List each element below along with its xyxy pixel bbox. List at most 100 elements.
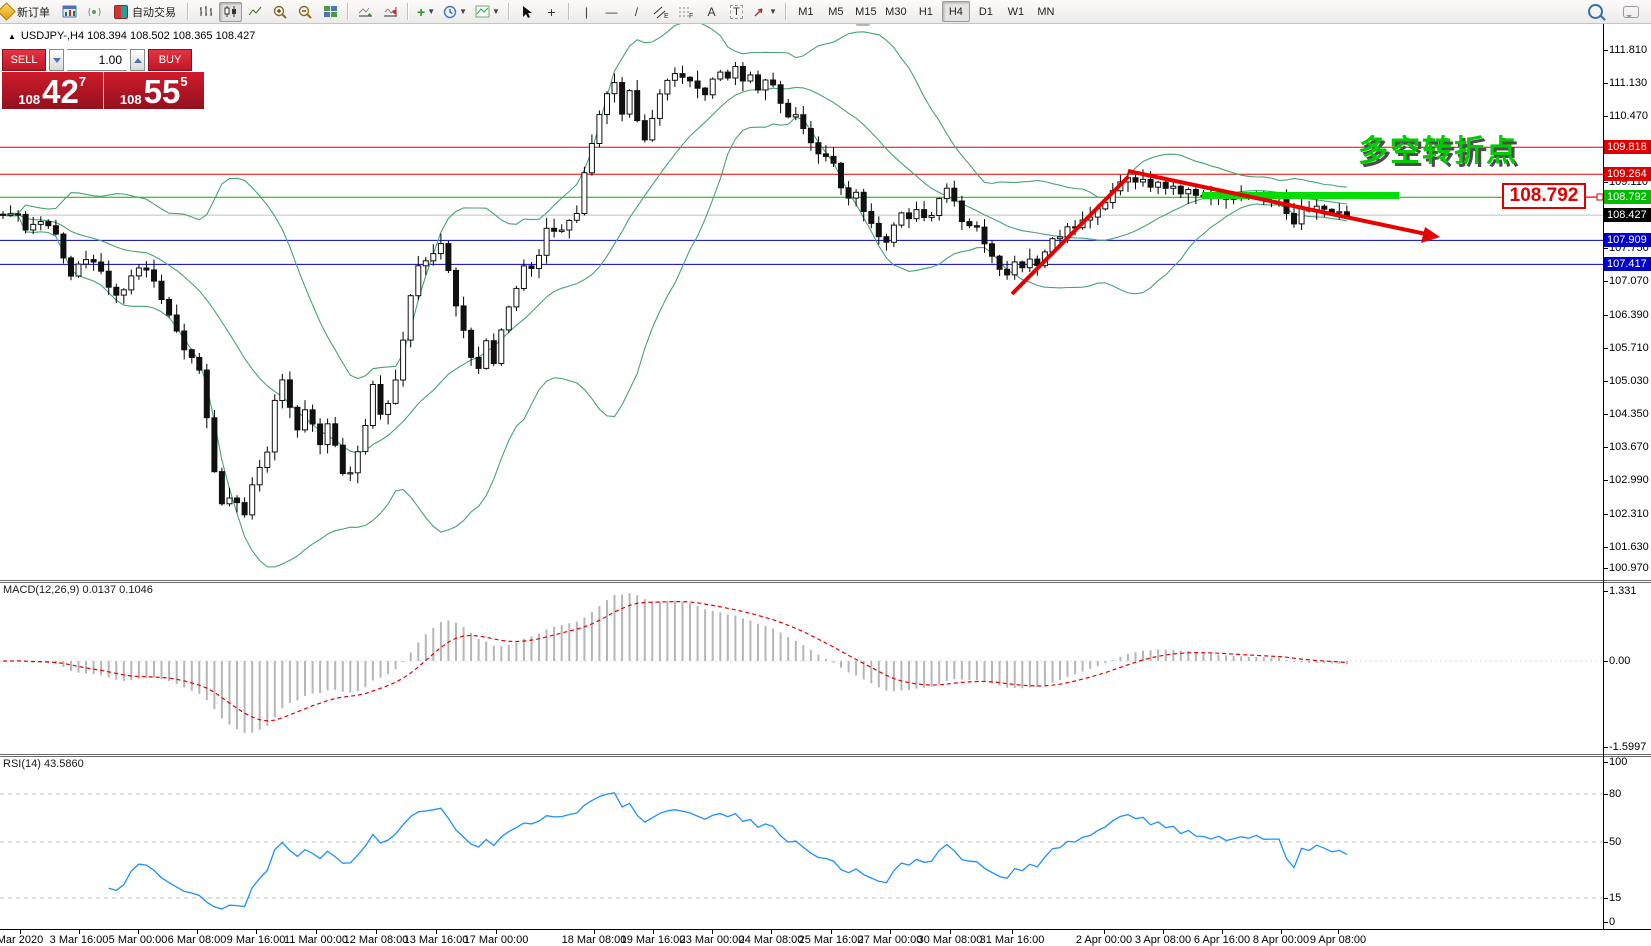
bollinger-middle-band[interactable] — [2, 86, 1347, 454]
horizontal-line-tool-button[interactable]: — — [600, 2, 623, 22]
time-tick-label: Mar 2020 — [0, 934, 44, 946]
turning-point-annotation[interactable]: 多空转折点 — [1358, 135, 1518, 168]
one-click-trading-panel: SELL BUY 108 42 7 108 55 5 — [2, 49, 204, 109]
auto-trading-button[interactable]: 自动交易 — [108, 2, 182, 22]
triangle-down-icon — [52, 57, 61, 63]
highlight-bar[interactable] — [1202, 192, 1399, 199]
templates-button[interactable]: ▼ — [472, 2, 503, 22]
volume-down-button[interactable] — [49, 49, 64, 71]
signals-button[interactable] — [83, 2, 106, 22]
time-tick-mark — [831, 930, 832, 934]
volume-input[interactable] — [67, 49, 127, 71]
axis-tick-mark — [1603, 83, 1608, 84]
timeframe-m5[interactable]: M5 — [828, 5, 844, 18]
fibonacci-tool-button[interactable]: F — [675, 2, 698, 22]
time-tick-mark — [890, 930, 891, 934]
price-tick-label: 106.390 — [1609, 309, 1649, 321]
trendline-tool-button[interactable]: / — [625, 2, 648, 22]
price-tick-label: 111.130 — [1609, 77, 1648, 89]
buy-price[interactable]: 108 55 5 — [102, 72, 205, 109]
time-tick-mark — [1281, 930, 1282, 934]
symbol-collapse-icon[interactable]: ▲ — [8, 31, 16, 41]
rsi-line — [108, 792, 1348, 910]
new-order-button[interactable]: 新订单 — [0, 2, 56, 22]
crosshair-tool-button[interactable]: + — [540, 2, 563, 22]
trend-down-line[interactable] — [1127, 169, 1427, 236]
time-tick-mark — [771, 930, 772, 934]
community-chat-button[interactable] — [1619, 2, 1642, 22]
timeframe-m30[interactable]: M30 — [885, 5, 907, 18]
time-tick-mark — [950, 930, 951, 934]
price-badge: 109.818 — [1604, 140, 1651, 154]
axis-tick-mark — [1603, 447, 1608, 448]
rsi-tick-label: 80 — [1609, 788, 1622, 800]
channel-tool-button[interactable]: E — [650, 2, 673, 22]
tile-windows-button[interactable] — [319, 2, 342, 22]
time-tick-mark — [653, 930, 654, 934]
rsi-pane[interactable] — [0, 756, 1651, 929]
price-callout-label[interactable]: 108.792 — [1502, 183, 1586, 209]
vertical-line-tool-button[interactable]: | — [575, 2, 598, 22]
clock-icon — [443, 5, 457, 18]
indicators-button[interactable]: + ▼ — [414, 2, 438, 22]
time-tick-label: 27 Mar 00:00 — [857, 934, 923, 946]
toolbar-separator — [407, 3, 409, 20]
line-chart-mode-button[interactable] — [244, 2, 267, 22]
volume-up-button[interactable] — [130, 49, 145, 71]
arrows-tool-button[interactable]: ▼ — [750, 2, 780, 22]
text-label-tool-button[interactable]: T — [725, 2, 748, 22]
time-tick-label: 3 Apr 08:00 — [1134, 934, 1192, 946]
candlestick-mode-button[interactable] — [219, 1, 242, 22]
zoom-out-button[interactable] — [294, 2, 317, 22]
timeframe-h1[interactable]: H1 — [918, 5, 933, 18]
price-badge: 107.909 — [1604, 233, 1651, 247]
buy-price-handle: 108 — [119, 92, 142, 107]
timeframe-w1[interactable]: W1 — [1007, 5, 1025, 18]
text-label-icon: T — [730, 4, 743, 19]
timeframe-mn[interactable]: MN — [1037, 5, 1055, 18]
template-icon — [475, 5, 490, 18]
time-tick-mark — [256, 930, 257, 934]
trend-up-line[interactable] — [1010, 175, 1130, 296]
bar-chart-mode-button[interactable] — [194, 2, 217, 22]
sell-button[interactable]: SELL — [2, 49, 46, 71]
periods-button[interactable]: ▼ — [440, 2, 470, 22]
candlesticks[interactable] — [0, 62, 1350, 520]
time-tick-label: 2 Apr 00:00 — [1075, 934, 1133, 946]
macd-pane[interactable] — [0, 582, 1651, 753]
macd-histogram — [9, 592, 1348, 733]
price-tick-label: 105.030 — [1609, 375, 1649, 387]
search-button[interactable] — [1584, 2, 1607, 22]
timeframe-m15[interactable]: M15 — [855, 5, 877, 18]
time-tick-mark — [20, 930, 21, 934]
bollinger-lower-band[interactable] — [2, 116, 1348, 568]
axis-tick-mark — [1603, 480, 1608, 481]
sell-price[interactable]: 108 42 7 — [2, 72, 103, 109]
rsi-tick-label: 0 — [1609, 916, 1616, 928]
main-price-pane[interactable] — [0, 24, 1651, 579]
pane-separator[interactable] — [0, 754, 1651, 755]
axis-tick-mark — [1603, 922, 1608, 923]
pane-separator[interactable] — [0, 580, 1651, 581]
auto-scroll-button[interactable] — [354, 2, 377, 22]
toolbar-right-group — [1583, 2, 1643, 22]
timeframe-h4[interactable]: H4 — [941, 1, 970, 22]
price-badge: 107.417 — [1604, 257, 1651, 271]
chart-shift-button[interactable] — [379, 2, 402, 22]
cursor-tool-button[interactable] — [515, 2, 538, 22]
price-badge: 108.427 — [1604, 208, 1651, 222]
time-tick-label: 30 Mar 08:00 — [917, 934, 983, 946]
zoom-in-button[interactable] — [269, 2, 292, 22]
text-tool-button[interactable]: A — [700, 2, 723, 22]
svg-text:F: F — [689, 13, 693, 19]
trend-arrow-head — [1421, 227, 1440, 243]
buy-button[interactable]: BUY — [148, 49, 192, 71]
new-order-label: 新订单 — [17, 6, 50, 19]
timeframe-d1[interactable]: D1 — [978, 5, 993, 18]
pane-separator — [0, 582, 1651, 583]
time-axis-line — [0, 929, 1651, 930]
timeframe-m1[interactable]: M1 — [798, 5, 814, 18]
svg-text:E: E — [664, 13, 669, 19]
market-watch-button[interactable] — [58, 2, 81, 22]
time-tick-label: 12 Mar 08:00 — [343, 934, 409, 946]
